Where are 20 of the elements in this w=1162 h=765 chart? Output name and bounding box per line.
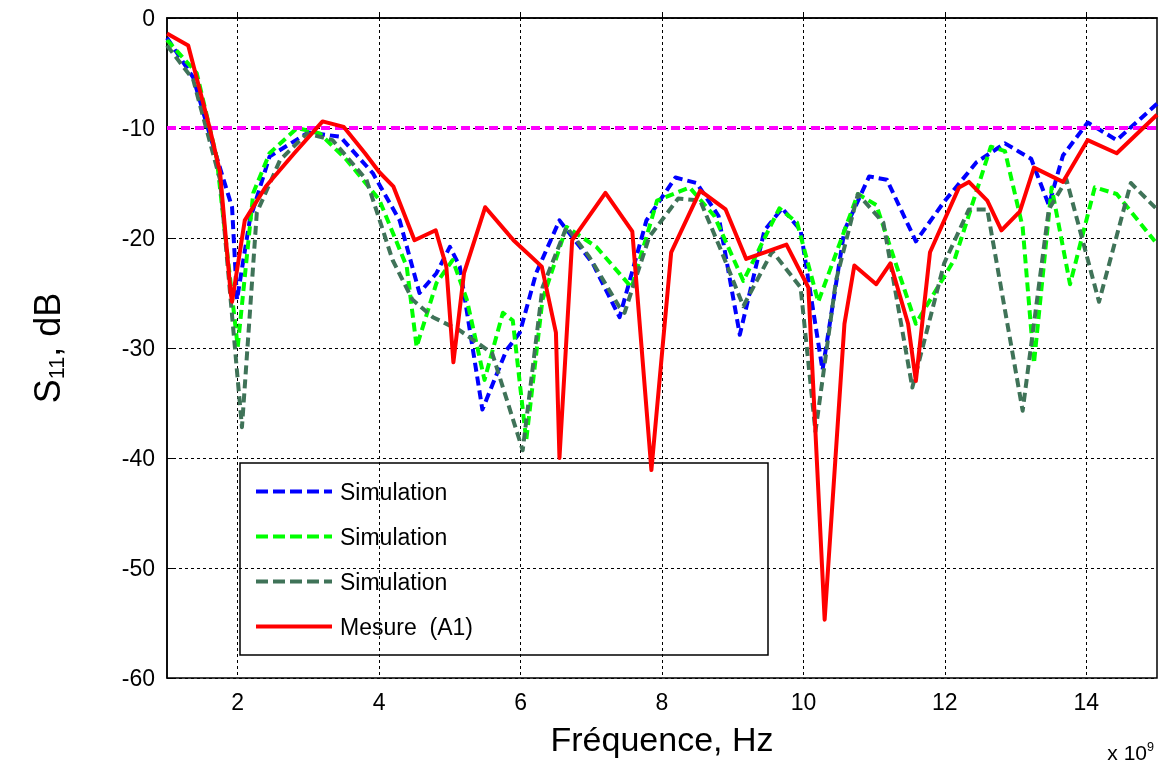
legend-label: Mesure (A1) xyxy=(340,613,473,640)
x-tick-label: 4 xyxy=(372,688,386,715)
y-tick-label: -30 xyxy=(121,335,155,361)
y-tick-label: -10 xyxy=(121,115,155,141)
y-axis-title: S11, dB xyxy=(26,292,69,404)
x-tick-label: 12 xyxy=(932,688,958,715)
x-tick-label: 8 xyxy=(655,688,669,715)
y-tick-label: -50 xyxy=(121,555,155,581)
y-tick-label: 0 xyxy=(142,5,155,31)
x-tick-label: 2 xyxy=(231,688,245,715)
legend-label: Simulation xyxy=(340,478,448,505)
y-tick-label: -40 xyxy=(121,445,155,471)
x-tick-label: 14 xyxy=(1073,688,1100,715)
x-axis-title: Fréquence, Hz xyxy=(550,720,774,758)
x-tick-label: 6 xyxy=(514,688,527,715)
legend-label: Simulation xyxy=(340,523,448,550)
y-tick-label: -60 xyxy=(121,665,155,691)
y-tick-label: -20 xyxy=(121,225,155,251)
legend-label: Simulation xyxy=(340,568,448,595)
x-tick-label: 10 xyxy=(790,688,817,715)
